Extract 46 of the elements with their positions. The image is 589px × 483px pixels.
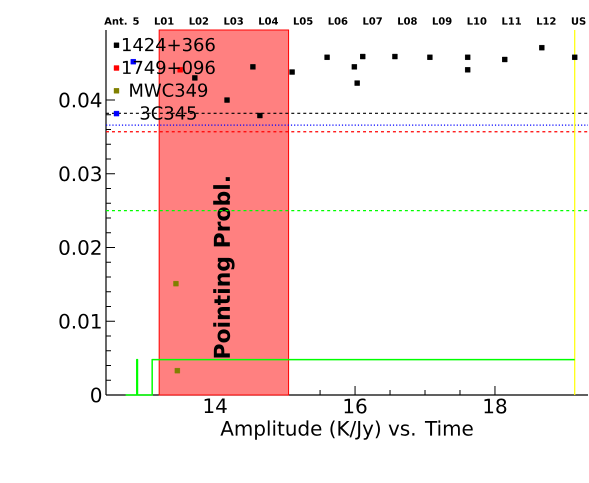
- band-label: Pointing Probl.: [213, 177, 235, 358]
- point: [174, 368, 180, 374]
- point: [324, 54, 330, 60]
- text: L01: [154, 17, 174, 25]
- x-axis-title: Amplitude (K/Jy) vs. Time: [220, 420, 473, 440]
- y-tick-label: 0.04: [59, 92, 102, 108]
- point: [192, 75, 198, 81]
- x-tick-label: 18: [484, 398, 506, 414]
- point: [250, 64, 256, 70]
- text: Ant. 5: [104, 17, 139, 25]
- y-tick-label: 0: [91, 387, 102, 403]
- point: [502, 56, 508, 62]
- point: [360, 54, 366, 60]
- y-tick-label: 0.02: [59, 240, 100, 256]
- text: L02: [190, 17, 208, 25]
- point: [572, 54, 578, 60]
- point: [354, 80, 360, 86]
- point: [539, 45, 545, 50]
- point: [464, 54, 470, 60]
- y-tick-label: 0.01: [59, 314, 101, 329]
- legend-label: MWC349: [130, 83, 208, 97]
- point: [173, 280, 179, 286]
- legend-label: 1424+366: [122, 38, 215, 52]
- point: [464, 67, 470, 73]
- point: [257, 112, 263, 118]
- point: [352, 64, 358, 70]
- text: L07: [363, 17, 382, 25]
- point: [224, 97, 230, 103]
- text: L11: [502, 17, 521, 25]
- point: [392, 54, 398, 60]
- text: L09: [432, 17, 452, 25]
- text: L04: [259, 17, 278, 25]
- text: L05: [294, 17, 312, 25]
- text: L10: [468, 17, 486, 25]
- text: L03: [224, 17, 243, 25]
- text: US: [572, 17, 586, 25]
- point: [289, 69, 295, 75]
- legend-label: 1749+096: [122, 60, 215, 74]
- y-tick-label: 0.03: [59, 166, 101, 182]
- text: L06: [328, 17, 348, 25]
- legend-label: 3C345: [140, 106, 196, 120]
- text: L12: [537, 17, 556, 25]
- point: [427, 54, 433, 60]
- text: L08: [398, 17, 417, 25]
- x-tick-label: 14: [204, 398, 227, 414]
- x-tick-label: 16: [344, 398, 366, 414]
